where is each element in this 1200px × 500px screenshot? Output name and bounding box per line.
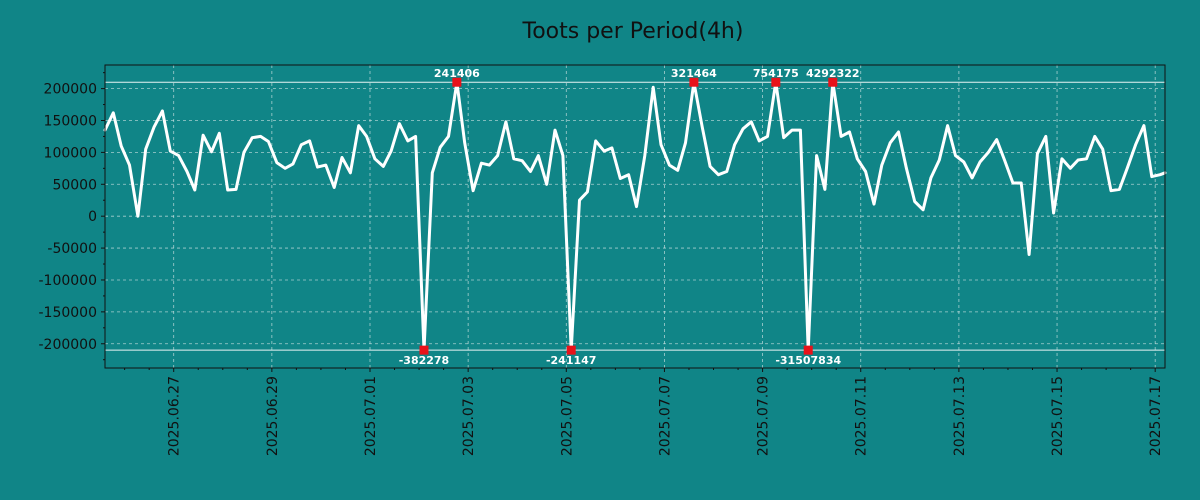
series-line <box>103 80 1167 352</box>
y-tick-label: -50000 <box>47 241 97 257</box>
grid-layer <box>105 65 1165 368</box>
x-tick-label: 2025.07.15 <box>1050 376 1066 456</box>
clipped-marker <box>803 345 813 355</box>
clipped-markers: -382278 241406 -241147 321464 754175 -3150783… <box>399 67 860 367</box>
x-tick-label: 2025.06.29 <box>265 376 281 456</box>
clipped-value-label: -31507834 <box>775 354 841 367</box>
x-tick-label: 2025.06.27 <box>167 376 183 456</box>
chart-title: Toots per Period(4h) <box>522 19 744 44</box>
x-tick-label: 2025.07.11 <box>854 376 870 456</box>
x-tick-label: 2025.07.09 <box>756 376 772 456</box>
y-tick-label: 150000 <box>44 113 97 129</box>
axes: -200000 -150000 -100000 -50000 0 50000 100000 1… <box>39 72 1164 456</box>
clipped-value-label: 321464 <box>671 67 717 80</box>
x-tick-label: 2025.07.07 <box>657 376 673 456</box>
clipped-marker <box>771 77 781 87</box>
y-tick-label: 100000 <box>44 145 97 161</box>
clipped-value-label: -241147 <box>546 354 597 367</box>
y-tick-label: 50000 <box>52 177 97 193</box>
x-tick-label: 2025.07.13 <box>952 376 968 456</box>
x-tick-label: 2025.07.03 <box>461 376 477 456</box>
x-tick-label: 2025.07.05 <box>559 376 575 456</box>
clipped-value-label: 4292322 <box>806 67 860 80</box>
clipped-value-label: 754175 <box>753 67 799 80</box>
plot-frame <box>104 64 1166 369</box>
y-tick-label: -100000 <box>39 273 98 289</box>
clipped-marker <box>419 345 429 355</box>
x-tick-label: 2025.07.01 <box>363 376 379 456</box>
y-tick-label: -200000 <box>39 337 98 353</box>
clipped-marker <box>566 345 576 355</box>
clipped-marker <box>452 77 462 87</box>
y-tick-label: 0 <box>88 209 97 225</box>
clipped-value-label: -382278 <box>399 354 450 367</box>
y-tick-label: 200000 <box>44 82 97 98</box>
clipped-marker <box>689 77 699 87</box>
clipped-marker <box>828 77 838 87</box>
series-layer <box>103 80 1167 352</box>
x-tick-label: 2025.07.17 <box>1148 376 1164 456</box>
clipped-value-label: 241406 <box>434 67 480 80</box>
clip-lines <box>105 81 1165 351</box>
y-tick-label: -150000 <box>39 305 98 321</box>
